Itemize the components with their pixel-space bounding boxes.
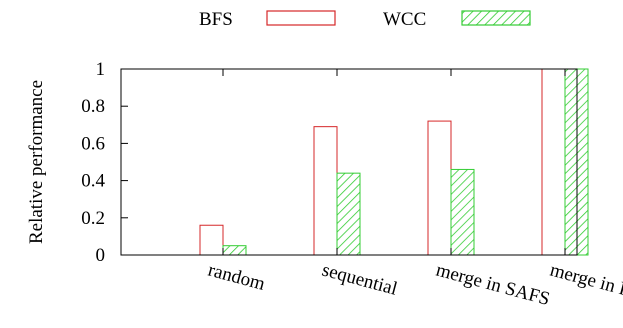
bar-bfs-merge-in-fg <box>541 68 566 256</box>
legend-label-wcc: WCC <box>383 9 426 30</box>
y-tick-label: 0.2 <box>81 208 105 229</box>
y-tick-label: 0.8 <box>81 96 105 117</box>
y-ticks: 0 0.2 0.4 0.6 0.8 1 <box>81 59 577 266</box>
y-tick-label: 1 <box>96 59 106 80</box>
x-tick-label: random <box>206 260 268 295</box>
bar-wcc-merge-in-safs <box>450 168 475 256</box>
plot-frame <box>120 68 578 256</box>
bar-bfs-random <box>199 224 224 256</box>
y-tick-label: 0 <box>96 245 106 266</box>
x-tick-label: merge in FG <box>548 260 623 305</box>
bar-bfs-sequential <box>313 126 338 256</box>
y-tick-label: 0.4 <box>81 171 105 192</box>
x-tick-label: sequential <box>320 260 400 300</box>
legend-label-bfs: BFS <box>199 9 233 30</box>
legend-swatch-wcc <box>461 10 531 26</box>
y-tick-label: 0.6 <box>81 133 105 154</box>
legend: BFS WCC <box>199 9 531 30</box>
x-tick-label: merge in SAFS <box>434 260 552 311</box>
bar-bfs-merge-in-safs <box>427 120 452 256</box>
bar-wcc-sequential <box>336 172 361 256</box>
bar-wcc-random <box>222 245 247 256</box>
bars <box>199 68 589 256</box>
legend-swatch-bfs <box>266 10 336 26</box>
y-axis-label: Relative performance <box>26 80 47 244</box>
